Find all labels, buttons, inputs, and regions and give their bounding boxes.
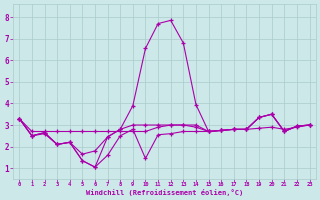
- X-axis label: Windchill (Refroidissement éolien,°C): Windchill (Refroidissement éolien,°C): [86, 189, 243, 196]
